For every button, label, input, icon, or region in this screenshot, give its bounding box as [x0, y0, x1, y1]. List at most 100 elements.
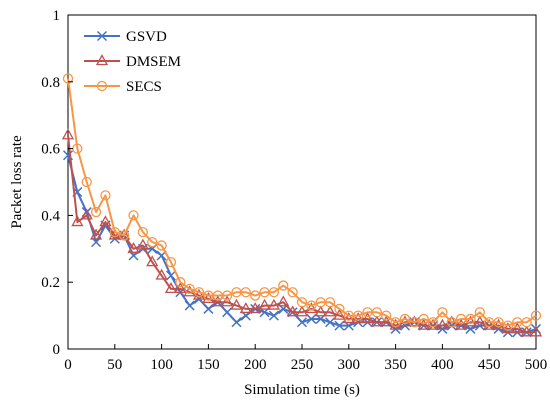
- data-point-secs: [72, 143, 83, 154]
- legend-swatch-marker: [95, 54, 109, 66]
- x-tick-label: 100: [150, 357, 173, 373]
- data-point-secs: [100, 190, 111, 201]
- data-point-secs: [390, 317, 401, 328]
- legend-item-dmsem: DMSEM: [84, 54, 181, 70]
- data-point-secs: [484, 317, 495, 328]
- data-point-secs: [240, 287, 251, 298]
- data-point-dmsem: [230, 298, 243, 310]
- data-point-secs: [381, 310, 392, 321]
- legend-label-gsvd: GSVD: [126, 29, 167, 45]
- data-point-secs: [203, 290, 214, 301]
- data-point-secs: [530, 310, 542, 321]
- data-point-dmsem: [155, 268, 168, 280]
- data-point-secs: [409, 317, 420, 328]
- data-point-dmsem: [61, 128, 75, 140]
- data-point-gsvd: [268, 310, 279, 321]
- data-point-gsvd: [334, 320, 345, 331]
- x-tick-label: 350: [384, 357, 407, 373]
- data-point-secs: [353, 310, 364, 321]
- data-point-secs: [165, 257, 177, 268]
- data-point-dmsem: [501, 322, 515, 334]
- data-point-dmsem: [361, 312, 374, 324]
- x-tick-label: 150: [197, 357, 220, 373]
- data-point-secs: [512, 317, 523, 328]
- series-dmsem: [61, 128, 543, 337]
- data-point-secs: [324, 297, 336, 308]
- data-point-secs: [362, 307, 373, 318]
- data-point-dmsem: [436, 318, 449, 330]
- data-point-dmsem: [473, 315, 486, 327]
- data-point-secs: [268, 287, 280, 298]
- data-point-dmsem: [221, 295, 234, 307]
- y-tick-label: 0: [53, 342, 61, 358]
- data-point-dmsem: [211, 295, 224, 307]
- data-point-secs: [193, 287, 205, 298]
- data-point-secs: [502, 320, 514, 331]
- series-line-secs: [67, 78, 537, 327]
- data-point-dmsem: [389, 318, 402, 330]
- data-point-gsvd: [306, 313, 317, 324]
- legend-item-secs: SECS: [84, 79, 162, 95]
- data-point-dmsem: [426, 318, 440, 330]
- data-point-secs: [137, 226, 149, 238]
- x-tick-label: 300: [338, 357, 361, 373]
- data-point-dmsem: [192, 288, 206, 300]
- data-point-dmsem: [136, 238, 149, 250]
- data-point-gsvd: [165, 270, 176, 281]
- data-point-secs: [175, 277, 186, 288]
- data-point-dmsem: [183, 285, 196, 297]
- data-point-secs: [156, 240, 167, 251]
- x-axis-title: Simulation time (s): [244, 382, 360, 398]
- legend-swatch-marker: [96, 80, 108, 92]
- y-tick-label: 0.4: [41, 208, 60, 224]
- data-point-secs: [455, 313, 467, 325]
- data-point-gsvd: [203, 303, 214, 314]
- data-point-dmsem: [483, 318, 496, 330]
- x-tick-label: 50: [107, 357, 122, 373]
- data-point-secs: [418, 313, 429, 325]
- y-tick-label: 1: [53, 8, 61, 24]
- data-point-dmsem: [202, 292, 215, 304]
- data-point-secs: [446, 317, 457, 328]
- data-point-dmsem: [249, 302, 262, 314]
- data-point-secs: [184, 283, 195, 295]
- x-tick-label: 200: [244, 357, 267, 373]
- data-point-dmsem: [520, 325, 533, 337]
- data-point-secs: [465, 313, 476, 325]
- data-point-dmsem: [398, 315, 412, 327]
- data-point-secs: [315, 297, 326, 308]
- data-point-dmsem: [267, 298, 281, 310]
- data-point-secs: [147, 236, 158, 248]
- data-point-secs: [427, 317, 439, 328]
- data-point-dmsem: [80, 208, 93, 220]
- y-axis-title: Packet loss rate: [9, 135, 25, 229]
- data-point-dmsem: [464, 315, 477, 327]
- data-point-secs: [109, 226, 120, 238]
- data-point-dmsem: [89, 228, 103, 240]
- data-point-secs: [231, 287, 242, 298]
- data-point-gsvd: [296, 317, 308, 328]
- data-point-dmsem: [323, 305, 337, 317]
- data-point-dmsem: [342, 312, 355, 324]
- data-point-gsvd: [184, 300, 195, 311]
- data-point-dmsem: [314, 305, 327, 317]
- legend-item-gsvd: GSVD: [84, 29, 167, 45]
- series-secs: [62, 73, 542, 331]
- data-point-gsvd: [222, 307, 233, 318]
- data-point-secs: [128, 210, 139, 221]
- legend-label-dmsem: DMSEM: [126, 54, 181, 70]
- x-tick-label: 250: [291, 357, 314, 373]
- data-point-dmsem: [295, 305, 309, 317]
- data-point-secs: [334, 303, 345, 315]
- data-point-gsvd: [325, 317, 336, 328]
- data-point-secs: [62, 73, 74, 84]
- data-point-dmsem: [146, 255, 159, 267]
- data-point-secs: [81, 176, 92, 188]
- data-point-secs: [493, 317, 504, 328]
- data-point-dmsem: [380, 315, 393, 327]
- data-point-dmsem: [455, 318, 468, 330]
- data-point-dmsem: [239, 302, 252, 314]
- data-point-dmsem: [333, 308, 346, 320]
- x-tick-label: 500: [525, 357, 548, 373]
